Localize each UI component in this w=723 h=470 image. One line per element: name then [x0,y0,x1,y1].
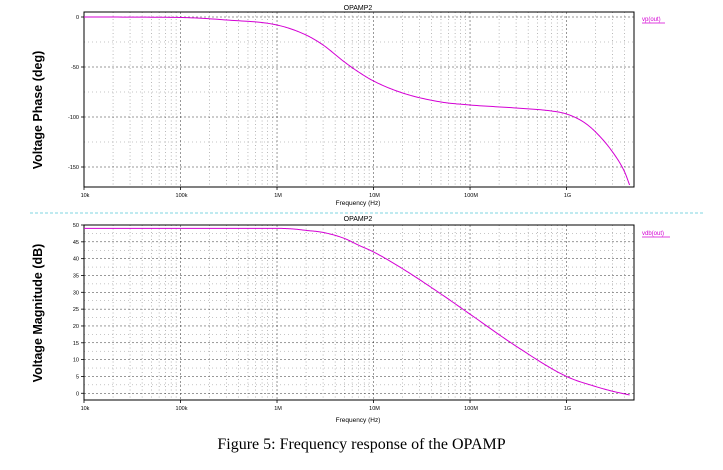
magnitude-y-axis-label: Voltage Magnitude (dB) [31,244,45,383]
phase-x-ticks: 10k 100k 1M 10M 100M 1G [81,187,571,199]
magnitude-x-ticks: 10k 100k 1M 10M 100M 1G [81,400,571,412]
magnitude-y-tick-label: 25 [73,307,79,313]
phase-y-ticks: 0 -50 -100 -150 [68,15,84,171]
phase-x-tick-label: 100k [176,193,188,199]
magnitude-plot-frame [83,224,635,401]
magnitude-y-tick-label: 35 [73,273,79,279]
magnitude-y-tick-label: 0 [76,391,79,397]
magnitude-x-tick-label: 10M [369,406,380,412]
magnitude-x-tick-label: 100k [176,406,188,412]
magnitude-trace [84,227,630,396]
magnitude-x-tick-label: 10k [81,406,90,412]
magnitude-grid [84,225,634,400]
phase-trace [83,16,631,186]
magnitude-y-tick-label: 5 [76,374,79,380]
phase-plot-frame [83,11,635,188]
magnitude-y-tick-label: 15 [73,341,79,347]
phase-x-tick-label: 1M [274,193,282,199]
magnitude-x-tick-label: 1G [564,406,571,412]
phase-y-tick-label: 0 [76,15,79,21]
phase-x-tick-label: 10M [369,193,380,199]
phase-y-axis-label: Voltage Phase (deg) [31,51,45,170]
magnitude-x-axis-label: Frequency (Hz) [336,417,381,424]
phase-x-tick-label: 10k [81,193,90,199]
phase-legend-label: vp(out) [642,17,661,23]
phase-y-tick-label: -50 [71,65,79,71]
magnitude-title: OPAMP2 [344,216,373,223]
phase-x-tick-label: 100M [464,193,478,199]
phase-x-axis-label: Frequency (Hz) [336,200,381,207]
magnitude-x-tick-label: 1M [274,406,282,412]
magnitude-y-tick-label: 50 [73,223,79,229]
phase-title: OPAMP2 [344,5,373,12]
magnitude-y-tick-label: 30 [73,290,79,296]
magnitude-y-tick-label: 10 [73,358,79,364]
phase-y-tick-label: -100 [68,115,79,121]
figure-caption: Figure 5: Frequency response of the OPAM… [217,436,506,453]
magnitude-y-tick-label: 20 [73,324,79,330]
magnitude-legend-label: vdb(out) [642,231,664,237]
phase-x-tick-label: 1G [564,193,571,199]
magnitude-y-tick-label: 40 [73,257,79,263]
phase-plot: OPAMP2 0 -50 -100 -150 10k 100k 1M 10M 100M 1G v… [31,5,665,207]
magnitude-x-tick-label: 100M [464,406,478,412]
magnitude-y-tick-label: 45 [73,240,79,246]
phase-y-tick-label: -150 [68,165,79,171]
phase-grid [84,12,634,187]
